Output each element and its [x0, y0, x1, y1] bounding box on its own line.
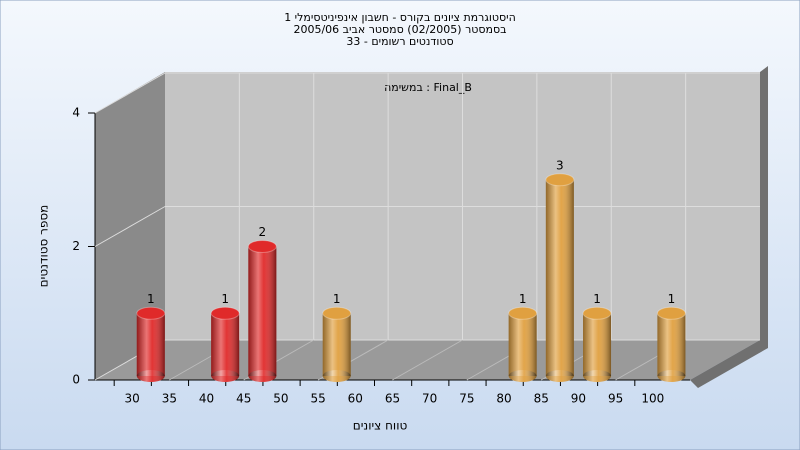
bar-top: [322, 306, 352, 320]
x-tick-label: 70: [422, 392, 437, 406]
chart-title: היסטוגרמת ציונים בקורס - חשבון אינפיניטס…: [284, 11, 516, 24]
x-tick-label: 30: [125, 392, 140, 406]
y-tick-label: 2: [72, 239, 80, 253]
x-tick-label: 95: [608, 392, 623, 406]
bar: [210, 306, 240, 382]
data-label: 1: [221, 292, 229, 306]
data-label: 1: [147, 292, 155, 306]
bar: [136, 306, 166, 382]
x-tick-label: 35: [162, 392, 177, 406]
chart-title: סטודנטים רשומים - 33: [346, 35, 453, 48]
grid-line: [94, 72, 166, 114]
bar-top: [247, 240, 277, 253]
bar: [322, 306, 352, 382]
data-label: 1: [333, 292, 341, 306]
bar: [247, 240, 277, 382]
data-label: 1: [593, 292, 601, 306]
grid-line: [94, 206, 166, 247]
y-axis-label: מספר סטודנטים: [37, 205, 51, 288]
data-label: 3: [556, 158, 564, 172]
data-label: 1: [519, 292, 527, 306]
bar-top: [545, 173, 575, 187]
bar-shade: [657, 313, 686, 376]
x-tick-label: 40: [199, 392, 214, 406]
annotation: במשימה : Final_B: [384, 81, 472, 94]
grid-line: [392, 339, 463, 381]
bar: [582, 306, 612, 382]
x-axis-label: טווח ציונים: [353, 419, 408, 433]
bar: [656, 306, 686, 382]
bar-top: [136, 306, 166, 320]
x-tick-label: 85: [534, 392, 549, 406]
bar-top: [582, 306, 612, 320]
data-label: 2: [259, 225, 267, 239]
bar-shade: [322, 313, 351, 376]
x-tick-label: 45: [236, 392, 251, 406]
bar-top: [210, 306, 240, 320]
bar-shade: [545, 179, 574, 376]
chart-title: בסמסטר (02/2005) סמסטר אביב 2005/06: [293, 23, 506, 36]
x-tick-label: 75: [459, 392, 474, 406]
data-label: 1: [668, 292, 676, 306]
x-tick-label: 50: [273, 392, 288, 406]
wall-edge: [690, 66, 768, 388]
bar-shade: [583, 313, 612, 376]
bar-top: [656, 306, 686, 320]
bar-shade: [248, 246, 277, 376]
x-tick-label: 80: [496, 392, 511, 406]
x-tick-label: 65: [385, 392, 400, 406]
y-tick-label: 0: [72, 373, 80, 387]
x-tick-label: 60: [348, 392, 363, 406]
bar: [545, 173, 575, 382]
bar: [508, 306, 538, 382]
bar-shade: [136, 313, 165, 376]
y-tick-label: 4: [72, 106, 80, 120]
bar-shade: [508, 313, 537, 376]
x-tick-label: 100: [641, 392, 664, 406]
bar-shade: [211, 313, 240, 376]
bar-top: [508, 306, 538, 320]
x-tick-label: 55: [310, 392, 325, 406]
x-tick-label: 90: [571, 392, 586, 406]
